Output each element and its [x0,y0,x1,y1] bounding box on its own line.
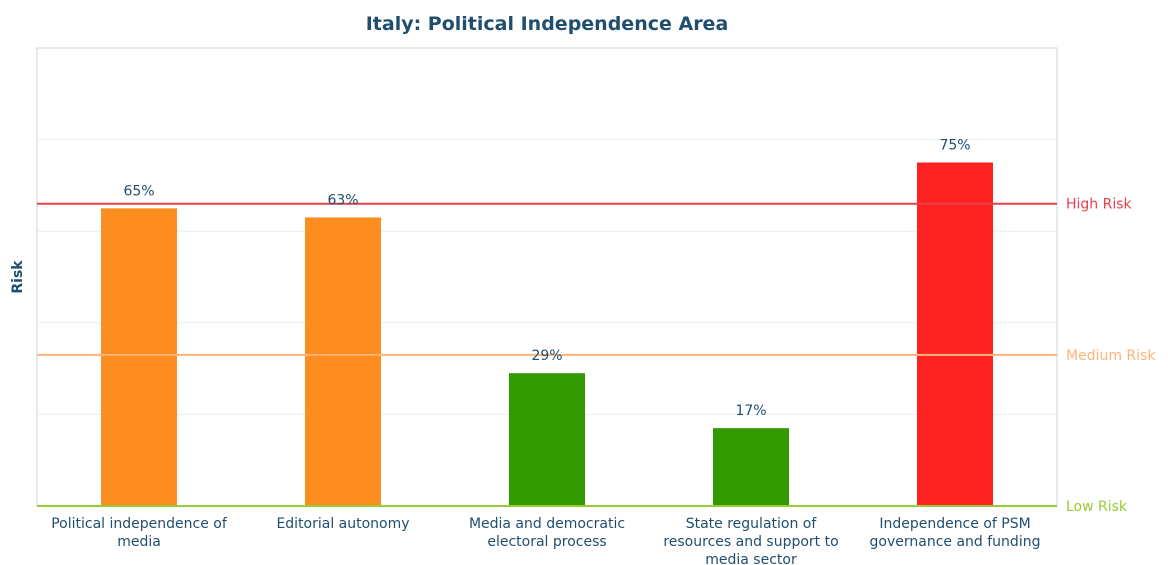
chart-title: Italy: Political Independence Area [366,13,729,35]
bar-3 [509,373,585,506]
ref-label-1: High Risk [1066,197,1133,213]
reference-lines: High Risk Medium Risk Low Risk [37,197,1156,515]
bar-4 [713,428,789,506]
ref-label-3: Low Risk [1066,499,1128,515]
category-label-3: Media and democratic electoral process [469,516,625,550]
category-label-2: Editorial autonomy [276,516,409,532]
category-label-5: Independence of PSM governance and fundin… [870,516,1041,550]
bar-1 [101,208,177,507]
y-axis-label: Risk [10,260,26,294]
ref-label-2: Medium Risk [1066,348,1156,364]
value-label-4: 17% [735,403,766,419]
value-label-1: 65% [123,183,154,199]
bar-5 [917,162,993,506]
value-label-2: 63% [327,192,358,208]
bar-2 [305,217,381,506]
value-label-5: 75% [939,138,970,154]
value-label-3: 29% [531,348,562,364]
value-labels: 65% 63% 29% 17% 75% [123,138,970,420]
bars [101,162,993,507]
category-labels: Political independence of media Editorial … [51,516,1040,565]
category-label-1: Political independence of media [51,516,228,550]
category-label-4: State regulation of resources and support… [663,516,838,565]
